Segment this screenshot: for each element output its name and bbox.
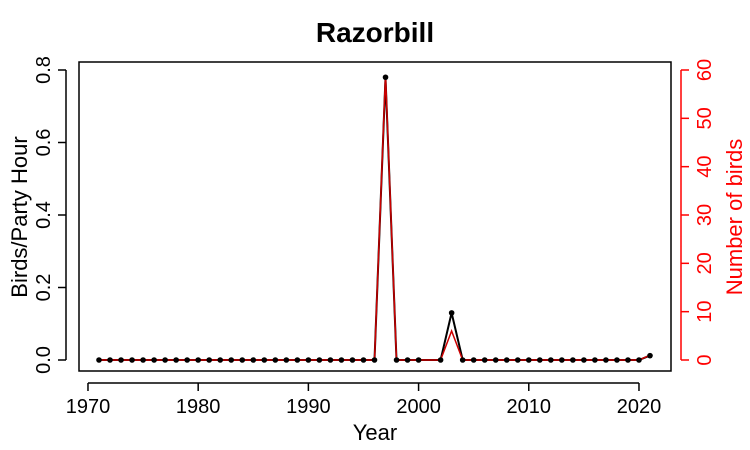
x-tick-label: 1990 — [286, 396, 331, 418]
y-left-tick-label: 0.4 — [33, 201, 55, 229]
data-point — [140, 357, 146, 363]
data-point — [371, 357, 378, 363]
data-point — [459, 357, 466, 363]
data-point — [559, 357, 565, 363]
data-point — [647, 352, 653, 359]
data-point — [338, 357, 345, 363]
data-point — [261, 357, 268, 363]
x-tick-label: 1970 — [66, 396, 111, 418]
data-point — [404, 357, 411, 363]
y-left-tick-label: 0.6 — [33, 129, 55, 157]
x-tick-label: 2000 — [396, 396, 441, 418]
x-tick-label: 2020 — [617, 396, 662, 418]
plot-frame — [78, 61, 672, 372]
data-point — [492, 357, 499, 363]
data-point — [382, 74, 389, 81]
series-line-birds-per-party-hour — [99, 77, 651, 361]
data-point — [294, 357, 301, 363]
y-left-tick-label: 0.0 — [33, 346, 55, 374]
data-point — [636, 357, 642, 363]
data-point — [206, 357, 212, 363]
data-point — [272, 357, 279, 363]
data-point — [305, 357, 312, 363]
data-point — [228, 357, 235, 363]
data-point — [151, 357, 157, 363]
data-point — [514, 357, 521, 363]
data-point — [625, 357, 631, 363]
data-point — [283, 357, 290, 363]
data-point — [525, 357, 532, 363]
data-point — [581, 357, 587, 363]
data-point — [195, 357, 201, 363]
data-point — [548, 357, 554, 363]
data-point — [393, 357, 400, 363]
y-right-tick-label: 0 — [694, 354, 716, 365]
y-right-tick-label: 40 — [694, 156, 716, 178]
axes-layer: 1970 1980 1990 2000 2010 20200.00.20.40.60.80… — [33, 56, 716, 418]
data-point — [415, 357, 422, 363]
chart-title: Razorbill — [316, 17, 434, 48]
y-left-axis-title: Birds/Party Hour — [7, 136, 32, 297]
y-right-tick-label: 50 — [694, 107, 716, 129]
data-point — [614, 357, 620, 363]
data-point — [503, 357, 510, 363]
data-point — [217, 357, 224, 363]
y-right-tick-label: 10 — [694, 301, 716, 323]
y-right-tick-label: 30 — [694, 204, 716, 226]
data-point — [349, 357, 356, 363]
data-point — [592, 357, 598, 363]
y-right-axis-title: Number of birds — [722, 139, 747, 296]
data-point — [239, 357, 246, 363]
x-tick-label: 1980 — [176, 396, 221, 418]
y-right-tick-label: 60 — [694, 59, 716, 81]
data-point — [162, 357, 168, 363]
data-point — [470, 357, 477, 363]
data-point — [250, 357, 257, 363]
data-point — [129, 357, 135, 363]
data-point — [118, 357, 124, 363]
y-right-tick-label: 20 — [694, 252, 716, 274]
data-point — [448, 310, 455, 316]
data-point — [570, 357, 576, 363]
data-point — [603, 357, 609, 363]
data-point — [173, 357, 179, 363]
data-point — [437, 357, 444, 363]
data-point — [107, 357, 113, 363]
x-tick-label: 2010 — [507, 396, 552, 418]
x-axis-title: Year — [353, 420, 397, 445]
y-left-tick-label: 0.8 — [33, 56, 55, 84]
data-point — [316, 357, 323, 363]
data-point — [96, 357, 102, 363]
series-layer — [96, 74, 653, 363]
data-point — [481, 357, 488, 363]
data-point — [327, 357, 334, 363]
data-point — [537, 357, 543, 363]
data-point — [360, 357, 367, 363]
data-point — [184, 357, 190, 363]
series-line-number-of-birds — [99, 74, 651, 361]
y-left-tick-label: 0.2 — [33, 274, 55, 302]
